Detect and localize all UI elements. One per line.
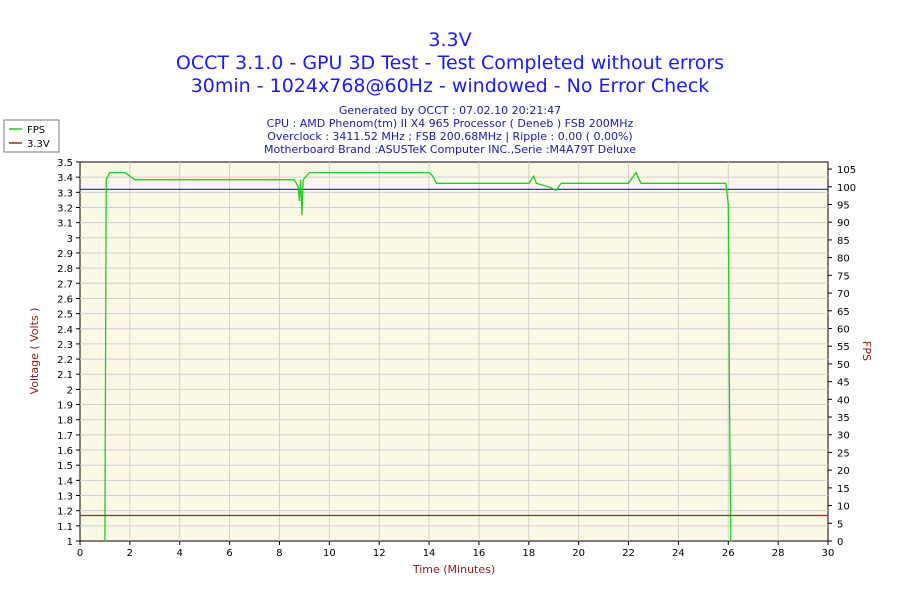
x-tick-label: 18 <box>522 548 535 559</box>
y-left-axis-label: Voltage ( Volts ) <box>28 308 41 395</box>
chart-title-settings: 30min - 1024x768@60Hz - windowed - No Er… <box>191 75 710 97</box>
y-left-tick-label: 2.1 <box>57 370 73 381</box>
y-left-tick-label: 2.9 <box>57 249 73 260</box>
y-right-tick-label: 90 <box>837 218 850 229</box>
x-tick-label: 28 <box>772 548 785 559</box>
x-axis-ticks: 0 2 4 6 8 10 12 14 16 18 20 22 24 26 28 30 <box>77 541 835 559</box>
info-generated: Generated by OCCT : 07.02.10 20:21:47 <box>339 104 561 117</box>
grid <box>80 162 828 541</box>
y-left-tick-label: 2.2 <box>57 355 73 366</box>
x-tick-label: 6 <box>226 548 232 559</box>
y-right-tick-label: 100 <box>837 183 856 194</box>
y-right-tick-label: 50 <box>837 360 850 371</box>
y-left-tick-label: 1.5 <box>57 461 73 472</box>
y-left-tick-label: 1.9 <box>57 401 73 412</box>
y-right-tick-label: 30 <box>837 431 850 442</box>
y-left-tick-label: 1.7 <box>57 431 73 442</box>
info-overclock: Overclock : 3411.52 MHz ; FSB 200.68MHz … <box>267 130 632 143</box>
y-right-tick-label: 5 <box>837 519 843 530</box>
legend-3v3-label: 3.3V <box>27 139 50 150</box>
x-tick-label: 20 <box>572 548 585 559</box>
info-cpu: CPU : AMD Phenom(tm) II X4 965 Processor… <box>267 117 634 130</box>
y-left-tick-label: 1 <box>67 537 73 548</box>
x-tick-label: 10 <box>323 548 336 559</box>
y-left-tick-label: 3.2 <box>57 203 73 214</box>
y-left-tick-label: 1.4 <box>57 476 73 487</box>
y-left-tick-label: 3.5 <box>57 158 73 169</box>
plot-area <box>79 161 829 542</box>
x-tick-label: 2 <box>127 548 133 559</box>
y-right-tick-label: 35 <box>837 413 850 424</box>
y-left-tick-label: 2.8 <box>57 264 73 275</box>
x-tick-label: 16 <box>473 548 486 559</box>
series-line-fps <box>104 171 732 542</box>
y-left-tick-label: 1.8 <box>57 416 73 427</box>
y-left-tick-label: 3 <box>67 234 73 245</box>
y-left-tick-label: 3.4 <box>57 173 73 184</box>
y-left-tick-label: 2 <box>67 385 73 396</box>
y-left-tick-label: 2.5 <box>57 310 73 321</box>
x-tick-label: 8 <box>276 548 282 559</box>
x-tick-label: 0 <box>77 548 83 559</box>
y-right-tick-label: 10 <box>837 502 850 513</box>
x-tick-label: 30 <box>822 548 835 559</box>
y-left-tick-label: 2.4 <box>57 325 73 336</box>
x-tick-label: 4 <box>177 548 183 559</box>
y-right-tick-label: 15 <box>837 484 850 495</box>
chart-title-main: 3.3V <box>428 29 471 51</box>
chart-title-test: OCCT 3.1.0 - GPU 3D Test - Test Complete… <box>176 52 724 74</box>
legend: FPS 3.3V <box>3 119 60 153</box>
x-tick-label: 22 <box>622 548 635 559</box>
y-left-tick-label: 3.1 <box>57 219 73 230</box>
y-right-tick-label: 40 <box>837 395 850 406</box>
y-left-tick-label: 1.1 <box>57 522 73 533</box>
y-left-tick-label: 1.2 <box>57 507 73 518</box>
y-right-tick-label: 105 <box>837 165 856 176</box>
y-right-tick-label: 55 <box>837 342 850 353</box>
x-tick-label: 26 <box>722 548 735 559</box>
x-tick-label: 12 <box>373 548 386 559</box>
x-tick-label: 24 <box>672 548 685 559</box>
y-right-tick-label: 25 <box>837 448 850 459</box>
y-right-tick-label: 60 <box>837 324 850 335</box>
y-left-tick-label: 1.6 <box>57 446 73 457</box>
x-axis-label: Time (Minutes) <box>412 563 495 576</box>
y-left-tick-label: 3.3 <box>57 188 73 199</box>
info-motherboard: Motherboard Brand :ASUSTeK Computer INC.… <box>264 143 636 156</box>
y-right-tick-label: 70 <box>837 289 850 300</box>
legend-box <box>3 119 60 153</box>
y-left-tick-label: 2.3 <box>57 340 73 351</box>
y-right-tick-label: 75 <box>837 271 850 282</box>
x-tick-label: 14 <box>423 548 436 559</box>
y-right-tick-label: 20 <box>837 466 850 477</box>
y-right-tick-label: 65 <box>837 307 850 318</box>
legend-fps-label: FPS <box>27 125 45 136</box>
y-left-tick-label: 1.3 <box>57 492 73 503</box>
y-right-tick-label: 45 <box>837 378 850 389</box>
y-right-tick-label: 85 <box>837 236 850 247</box>
y-right-axis-label: FPS <box>860 341 873 361</box>
y-right-tick-label: 95 <box>837 201 850 212</box>
y-left-tick-label: 2.7 <box>57 279 73 290</box>
y-right-axis-ticks: 1051009590858075706560555045403530252015… <box>828 165 856 548</box>
y-right-tick-label: 80 <box>837 254 850 265</box>
y-left-axis-ticks: 3.5 3.4 3.3 3.2 3.1 3 2.9 2.8 2.7 2.6 2.5 2.4 2.3 2.2… <box>57 158 80 548</box>
y-right-tick-label: 0 <box>837 537 843 548</box>
y-left-tick-label: 2.6 <box>57 294 73 305</box>
series-layer <box>80 171 828 542</box>
